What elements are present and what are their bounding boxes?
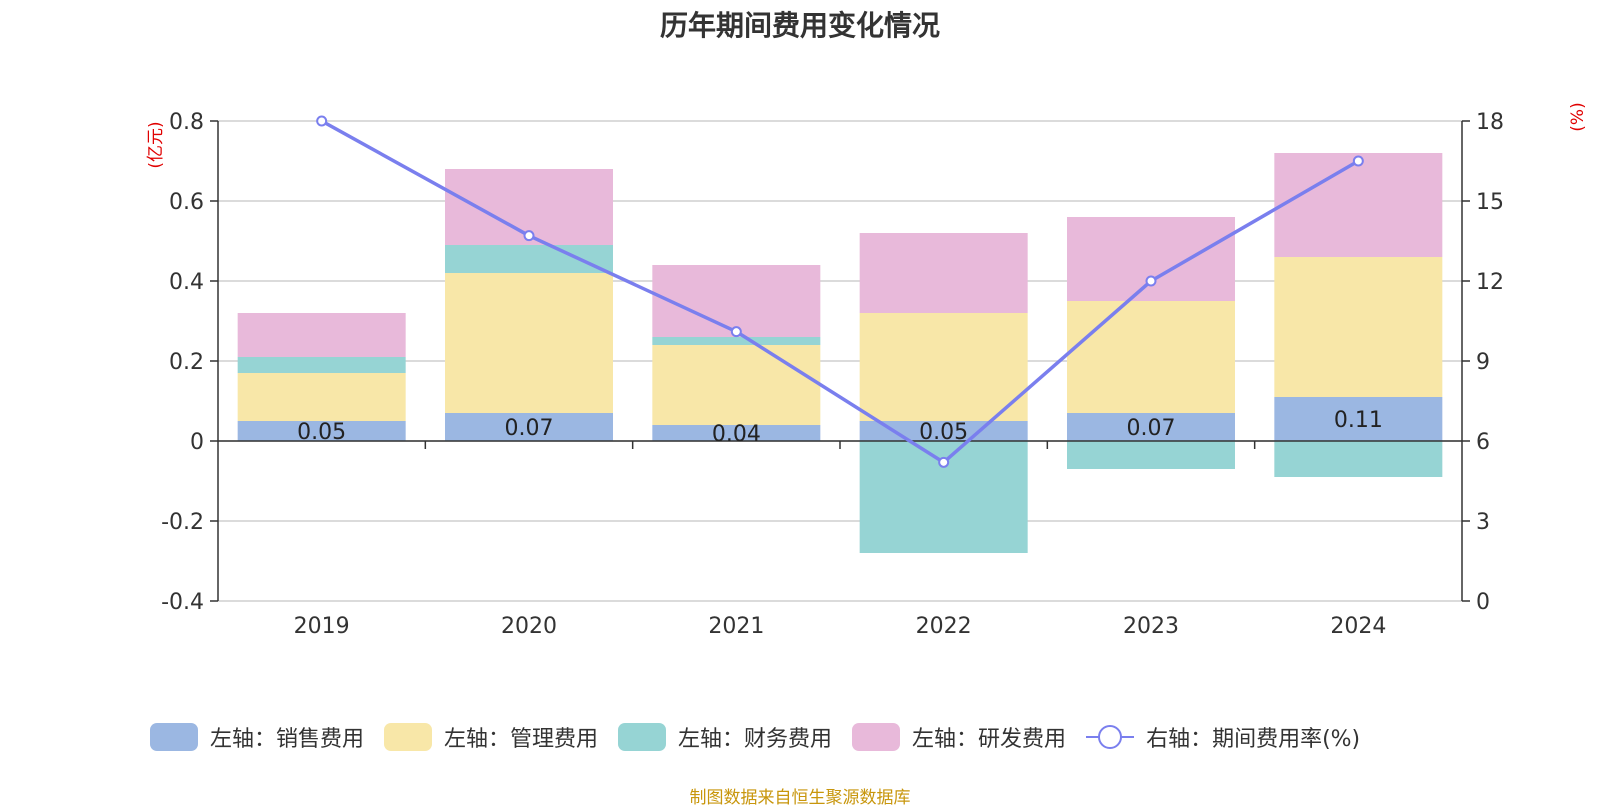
bar-finance — [445, 245, 613, 273]
bar-rnd — [859, 233, 1028, 313]
left-tick-label: -0.4 — [161, 590, 204, 615]
rate-point — [938, 456, 950, 468]
legend-item-sales[interactable]: 左轴：销售费用 — [150, 721, 364, 753]
right-tick-label: 15 — [1476, 190, 1504, 215]
left-tick-label: 0.4 — [169, 270, 204, 295]
bar-finance — [1067, 441, 1235, 469]
bar-admin — [237, 373, 406, 421]
left-tick-label: 0.8 — [169, 110, 204, 135]
right-axis-unit: (%) — [1568, 102, 1588, 131]
right-tick-label: 0 — [1476, 590, 1490, 615]
axes: -0.4 -0.2 0 0.2 0.4 0.6 0.8 0 3 6 9 12 15 18 (亿元) (%) 20… — [146, 102, 1588, 639]
data-labels: 0.05 0.07 0.04 0.05 0.07 0.11 — [297, 408, 1383, 447]
x-tick-label: 2023 — [1123, 614, 1179, 639]
chart-title: 历年期间费用变化情况 — [659, 9, 940, 42]
legend-swatch-finance — [618, 723, 667, 751]
data-label-sales: 0.04 — [712, 422, 761, 447]
right-tick-label: 18 — [1476, 110, 1504, 135]
bar-sales — [652, 425, 821, 441]
legend-item-finance[interactable]: 左轴：财务费用 — [618, 721, 832, 753]
bar-rnd — [1067, 217, 1235, 301]
bar-finance — [237, 357, 406, 373]
bar-finance — [1274, 441, 1443, 477]
legend-item-rnd[interactable]: 左轴：研发费用 — [852, 721, 1066, 753]
bar-rnd — [1274, 153, 1443, 257]
left-axis-unit: (亿元) — [146, 121, 166, 168]
data-label-sales: 0.07 — [1127, 416, 1176, 441]
data-label-sales: 0.05 — [297, 420, 346, 445]
bar-finance — [652, 337, 821, 345]
rate-point — [1145, 275, 1157, 287]
x-tick-label: 2020 — [501, 614, 557, 639]
bar-marks — [237, 153, 1443, 553]
source-note: 制图数据来自恒生聚源数据库 — [689, 788, 911, 808]
x-tick-label: 2021 — [708, 614, 764, 639]
rate-point — [1352, 155, 1364, 167]
bar-admin — [652, 345, 821, 425]
bar-admin — [1067, 301, 1235, 413]
legend-swatch-rnd — [852, 723, 901, 751]
rate-line — [320, 119, 1360, 465]
bar-rnd — [652, 265, 821, 337]
legend: 左轴：销售费用 左轴：管理费用 左轴：财务费用 左轴：研发费用 右轴：期间费用率… — [150, 720, 1450, 754]
legend-label-finance: 左轴：财务费用 — [678, 727, 833, 752]
bar-rnd — [237, 313, 406, 357]
legend-item-rate[interactable]: 右轴：期间费用率(%) — [1086, 721, 1360, 753]
rate-point — [316, 115, 328, 127]
data-label-sales: 0.07 — [505, 416, 554, 441]
legend-line-icon — [1086, 725, 1135, 749]
right-tick-label: 6 — [1476, 430, 1490, 455]
x-tick-label: 2019 — [294, 614, 350, 639]
left-tick-label: 0.6 — [169, 190, 204, 215]
left-tick-label: 0.2 — [169, 350, 204, 375]
bar-admin — [1274, 257, 1443, 397]
left-tick-label: 0 — [190, 430, 204, 455]
bar-sales — [445, 413, 613, 441]
legend-label-rate: 右轴：期间费用率(%) — [1146, 727, 1361, 752]
bar-admin — [445, 273, 613, 413]
legend-swatch-admin — [384, 723, 433, 751]
rate-point — [730, 326, 742, 338]
rate-point — [523, 230, 535, 242]
bar-admin — [859, 313, 1028, 421]
legend-label-sales: 左轴：销售费用 — [210, 727, 365, 752]
legend-label-rnd: 左轴：研发费用 — [912, 727, 1067, 752]
right-tick-label: 12 — [1476, 270, 1504, 295]
legend-swatch-sales — [150, 723, 198, 751]
data-label-sales: 0.11 — [1334, 408, 1383, 433]
right-tick-label: 9 — [1476, 350, 1490, 375]
legend-label-admin: 左轴：管理费用 — [444, 727, 599, 752]
line-series — [316, 115, 1364, 468]
bar-sales — [237, 421, 406, 441]
bar-sales — [1067, 413, 1235, 441]
right-tick-label: 3 — [1476, 510, 1490, 535]
bar-sales — [1274, 397, 1443, 441]
legend-item-admin[interactable]: 左轴：管理费用 — [384, 721, 598, 753]
left-tick-label: -0.2 — [161, 510, 204, 535]
x-tick-label: 2022 — [916, 614, 972, 639]
x-tick-label: 2024 — [1330, 614, 1386, 639]
data-label-sales: 0.05 — [919, 420, 968, 445]
